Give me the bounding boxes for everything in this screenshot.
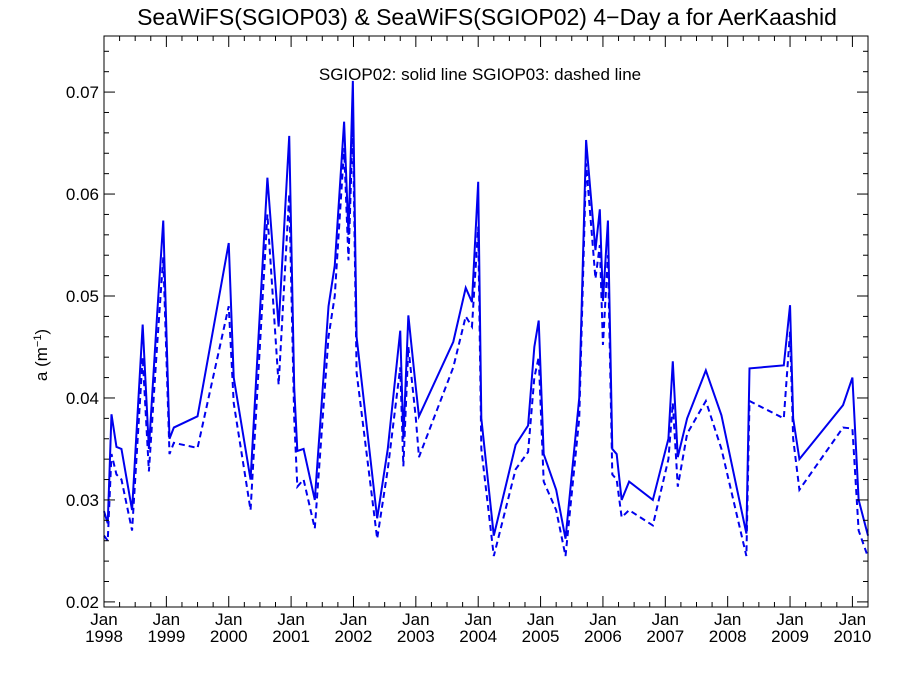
x-tick-month-label: Jan — [589, 610, 616, 629]
x-tick-year-label: 2007 — [646, 627, 684, 646]
y-axis-label-superscript: −1 — [32, 335, 44, 348]
tick-layer — [103, 36, 869, 607]
x-tick-month-label: Jan — [839, 610, 866, 629]
series-line-sgiop02 — [103, 80, 869, 539]
x-tick-year-label: 2010 — [833, 627, 871, 646]
y-tick-label: 0.02 — [66, 593, 99, 612]
x-tick-month-label: Jan — [527, 610, 554, 629]
y-tick-label: 0.05 — [66, 287, 99, 306]
x-tick-year-label: 2008 — [709, 627, 747, 646]
x-tick-year-label: 1999 — [147, 627, 185, 646]
x-tick-month-label: Jan — [402, 610, 429, 629]
x-tick-month-label: Jan — [90, 610, 117, 629]
y-tick-label: 0.04 — [66, 389, 99, 408]
x-tick-year-label: 2001 — [272, 627, 310, 646]
x-tick-month-label: Jan — [153, 610, 180, 629]
y-tick-label: 0.03 — [66, 491, 99, 510]
y-axis-label-text: a (m — [32, 347, 51, 381]
tick-label-layer: 0.020.030.040.050.060.07Jan1998Jan1999Ja… — [66, 83, 871, 646]
x-tick-month-label: Jan — [277, 610, 304, 629]
x-tick-month-label: Jan — [776, 610, 803, 629]
x-tick-year-label: 2004 — [459, 627, 497, 646]
x-tick-year-label: 2009 — [771, 627, 809, 646]
y-tick-label: 0.06 — [66, 185, 99, 204]
x-tick-month-label: Jan — [652, 610, 679, 629]
plot-frame — [103, 35, 869, 608]
x-tick-month-label: Jan — [714, 610, 741, 629]
y-axis-label: a (m−1) — [32, 329, 51, 381]
x-tick-month-label: Jan — [340, 610, 367, 629]
x-tick-year-label: 2002 — [335, 627, 373, 646]
y-axis-label-close: ) — [32, 329, 51, 335]
x-tick-year-label: 2005 — [522, 627, 560, 646]
x-tick-month-label: Jan — [215, 610, 242, 629]
x-tick-month-label: Jan — [464, 610, 491, 629]
x-tick-year-label: 2006 — [584, 627, 622, 646]
series-layer — [103, 80, 869, 558]
legend-annotation: SGIOP02: solid line SGIOP03: dashed line — [319, 65, 641, 84]
x-tick-year-label: 2003 — [397, 627, 435, 646]
x-tick-year-label: 2000 — [210, 627, 248, 646]
x-tick-year-label: 1998 — [85, 627, 123, 646]
y-tick-label: 0.07 — [66, 83, 99, 102]
chart-title: SeaWiFS(SGIOP03) & SeaWiFS(SGIOP02) 4−Da… — [137, 4, 837, 30]
series-line-sgiop03 — [103, 122, 869, 558]
